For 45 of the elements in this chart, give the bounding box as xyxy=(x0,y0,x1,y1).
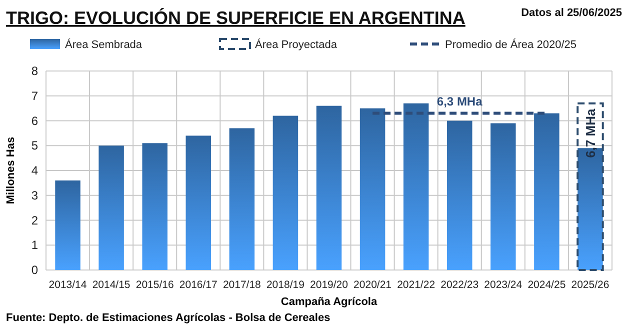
data-label: 6,3 MHa xyxy=(436,94,483,108)
source-note: Fuente: Depto. de Estimaciones Agrícolas - Bolsa de Cereales xyxy=(6,312,330,324)
bar xyxy=(490,123,516,270)
legend-label: Promedio de Área 2020/25 xyxy=(445,38,576,51)
bar xyxy=(229,128,255,270)
y-tick-label: 0 xyxy=(31,263,38,277)
y-tick-label: 2 xyxy=(31,213,38,228)
bar xyxy=(403,103,429,270)
bar xyxy=(98,146,124,270)
x-tick-label: 2023/24 xyxy=(484,279,522,291)
x-tick-label: 2017/18 xyxy=(222,279,262,291)
x-tick-label: 2018/19 xyxy=(266,279,305,291)
y-tick-label: 8 xyxy=(31,64,38,78)
y-tick-label: 5 xyxy=(31,138,38,153)
x-tick-label: 2015/16 xyxy=(136,279,174,291)
chart-subtitle: Datos al 25/06/2025 xyxy=(521,7,622,19)
bar xyxy=(534,113,560,270)
x-tick-label: 2020/21 xyxy=(354,279,392,291)
y-tick-label: 1 xyxy=(31,238,38,252)
y-tick-label: 6 xyxy=(31,114,38,128)
x-tick-label: 2024/25 xyxy=(528,279,566,291)
y-tick-label: 4 xyxy=(31,164,38,178)
x-tick-label: 2022/23 xyxy=(440,279,479,291)
bar xyxy=(316,106,342,270)
data-label: 6,7 MHa xyxy=(583,108,598,158)
y-tick-label: 3 xyxy=(31,188,38,202)
legend-label: Área Proyectada xyxy=(255,38,338,51)
bar xyxy=(55,180,80,270)
x-tick-label: 2019/20 xyxy=(310,279,348,291)
x-tick-label: 2021/22 xyxy=(397,279,436,291)
bar xyxy=(142,143,168,270)
x-tick-label: 2013/14 xyxy=(48,279,87,291)
y-axis-title: Millones Has xyxy=(5,136,17,204)
bar xyxy=(272,116,298,270)
y-tick-label: 7 xyxy=(31,88,38,103)
x-tick-label: 2025/26 xyxy=(571,279,610,291)
bar xyxy=(186,136,212,270)
x-tick-label: 2014/15 xyxy=(92,279,130,291)
bar xyxy=(576,102,604,271)
bar xyxy=(360,108,386,270)
bar xyxy=(446,120,472,270)
chart-title: TRIGO: EVOLUCIÓN DE SUPERFICIE EN ARGENTINA xyxy=(6,8,466,28)
x-axis-title: Campaña Agrícola xyxy=(280,296,378,308)
x-tick-label: 2016/17 xyxy=(179,279,218,291)
legend-label: Área Sembrada xyxy=(65,38,143,51)
